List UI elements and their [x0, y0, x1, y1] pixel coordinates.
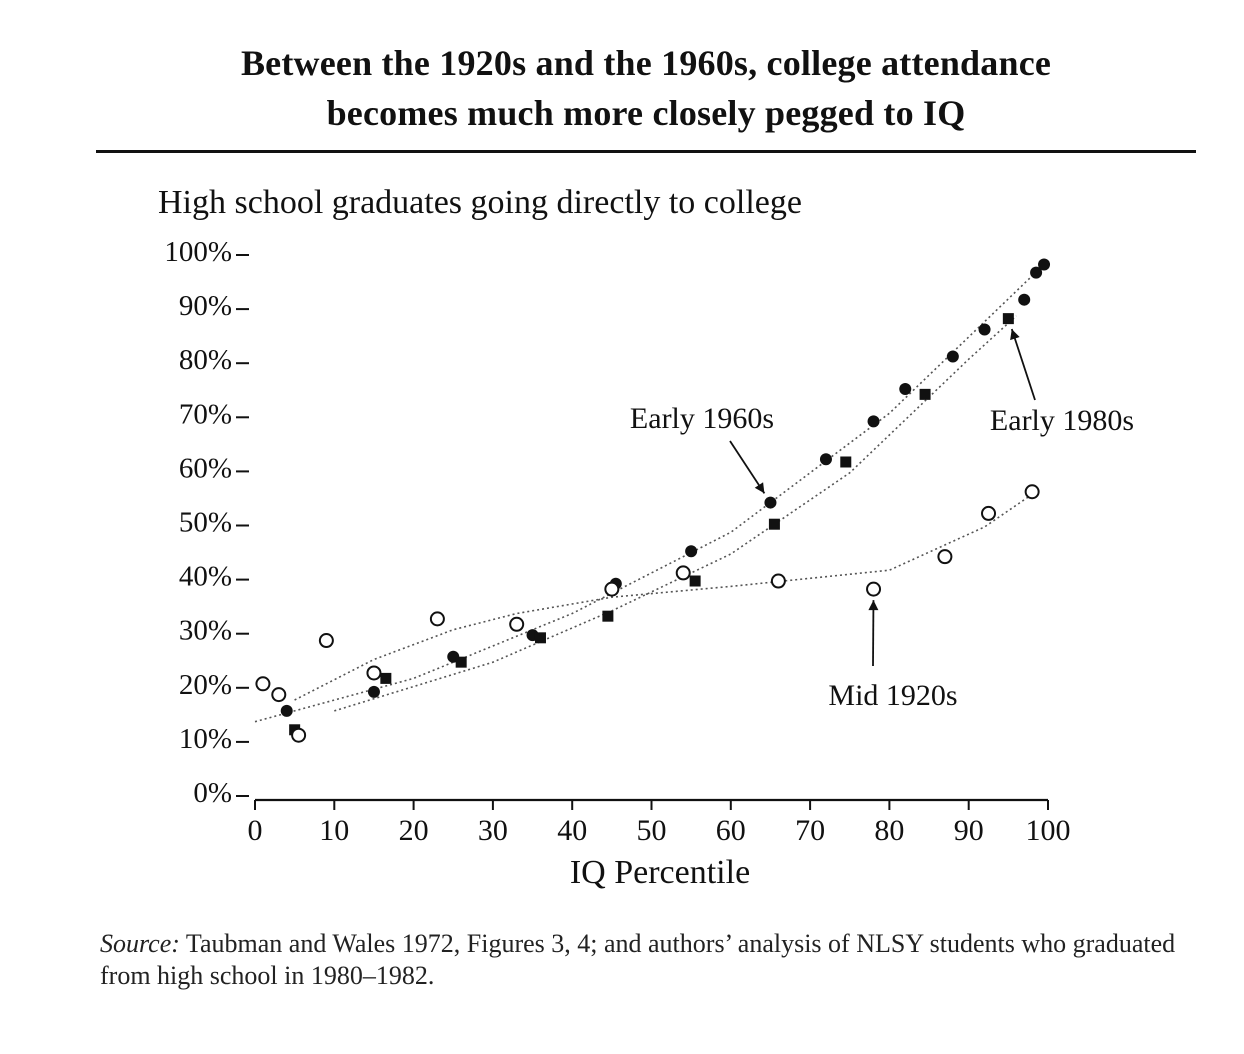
- point-early-1960s: [685, 545, 698, 558]
- point-mid-1920s: [1024, 484, 1040, 500]
- point-early-1960s: [819, 453, 832, 466]
- point-early-1960s: [867, 415, 880, 428]
- x-tick-label: 100: [1026, 814, 1071, 847]
- point-mid-1920s: [255, 676, 271, 692]
- point-early-1980s: [840, 456, 852, 468]
- x-tick-label: 30: [478, 814, 508, 847]
- trend-line: [334, 315, 1017, 712]
- chart-title-block: Between the 1920s and the 1960s, college…: [96, 38, 1196, 138]
- x-tick-label: 50: [637, 814, 667, 847]
- point-mid-1920s: [509, 616, 525, 632]
- trend-line: [254, 263, 1045, 723]
- point-early-1960s: [946, 350, 959, 363]
- point-mid-1920s: [981, 505, 997, 521]
- y-tick-label: 0%: [193, 777, 232, 809]
- title-line-1: Between the 1920s and the 1960s, college…: [240, 43, 1052, 83]
- arrow-head: [1010, 329, 1020, 341]
- title-divider: [96, 150, 1196, 153]
- y-tick-label: 100%: [164, 236, 232, 268]
- y-tick-label: 30%: [179, 615, 232, 647]
- point-mid-1920s: [271, 687, 287, 703]
- x-tick-label: 10: [319, 814, 349, 847]
- x-axis-label: IQ Percentile: [570, 854, 750, 891]
- point-early-1980s: [534, 632, 546, 644]
- annotation-arrow: [1010, 328, 1036, 401]
- annotation-arrow: [729, 440, 766, 494]
- title-line-2: becomes much more closely pegged to IQ: [326, 93, 966, 133]
- point-early-1980s: [689, 575, 701, 587]
- x-tick-label: 0: [248, 814, 263, 847]
- trend-lines: [254, 263, 1045, 723]
- point-mid-1920s: [604, 581, 620, 597]
- y-tick-label: 90%: [179, 290, 232, 322]
- point-early-1960s: [764, 496, 777, 509]
- point-mid-1920s: [937, 549, 953, 565]
- source-label: Source:: [100, 929, 180, 958]
- chart-subtitle: High school graduates going directly to …: [158, 184, 802, 221]
- y-tick-label: 40%: [179, 561, 232, 593]
- source-text: Taubman and Wales 1972, Figures 3, 4; an…: [100, 929, 1176, 990]
- arrow-head: [754, 482, 765, 494]
- point-early-1960s: [1038, 258, 1051, 271]
- arrow-head: [868, 600, 879, 611]
- trend-line: [294, 493, 1033, 701]
- y-tick-label: 20%: [179, 669, 232, 701]
- y-tick-label: 50%: [179, 507, 232, 539]
- x-tick-label: 80: [874, 814, 904, 847]
- y-tick-label: 70%: [179, 398, 232, 430]
- point-early-1980s: [919, 388, 931, 400]
- point-mid-1920s: [291, 727, 307, 743]
- point-mid-1920s: [318, 633, 334, 649]
- source-note: Source: Taubman and Wales 1972, Figures …: [100, 928, 1210, 992]
- point-mid-1920s: [675, 565, 691, 581]
- x-tick-label: 60: [716, 814, 746, 847]
- annotations: Early 1960s Early 1980s Mid 1920s: [630, 328, 1134, 712]
- y-tick-label: 10%: [179, 723, 232, 755]
- point-early-1960s: [280, 704, 293, 717]
- x-tick-label: 40: [557, 814, 587, 847]
- x-tick-label: 20: [399, 814, 429, 847]
- point-early-1980s: [1002, 313, 1014, 325]
- point-mid-1920s: [866, 581, 882, 597]
- point-mid-1920s: [366, 665, 382, 681]
- y-tick-label: 60%: [179, 452, 232, 484]
- annotation-label: Mid 1920s: [828, 679, 957, 712]
- point-mid-1920s: [770, 573, 786, 589]
- point-early-1980s: [380, 672, 392, 684]
- point-mid-1920s: [429, 611, 445, 627]
- point-early-1960s: [899, 382, 912, 395]
- point-early-1960s: [1018, 293, 1031, 306]
- point-early-1960s: [978, 323, 991, 336]
- point-early-1980s: [455, 656, 467, 668]
- x-tick-label: 90: [954, 814, 984, 847]
- annotation-label: Early 1980s: [990, 404, 1134, 437]
- x-tick-label: 70: [795, 814, 825, 847]
- y-tick-label: 80%: [179, 344, 232, 376]
- point-early-1960s: [1030, 266, 1043, 279]
- point-early-1980s: [768, 518, 780, 530]
- data-points: [255, 258, 1051, 743]
- annotation-label: Early 1960s: [630, 402, 774, 435]
- point-early-1980s: [602, 610, 614, 622]
- axes: 0 10 20 30 40 50 60 70 80 90 100 0% 10% 20% 30% 40% 50% 6…: [164, 236, 1070, 847]
- point-early-1960s: [367, 685, 380, 698]
